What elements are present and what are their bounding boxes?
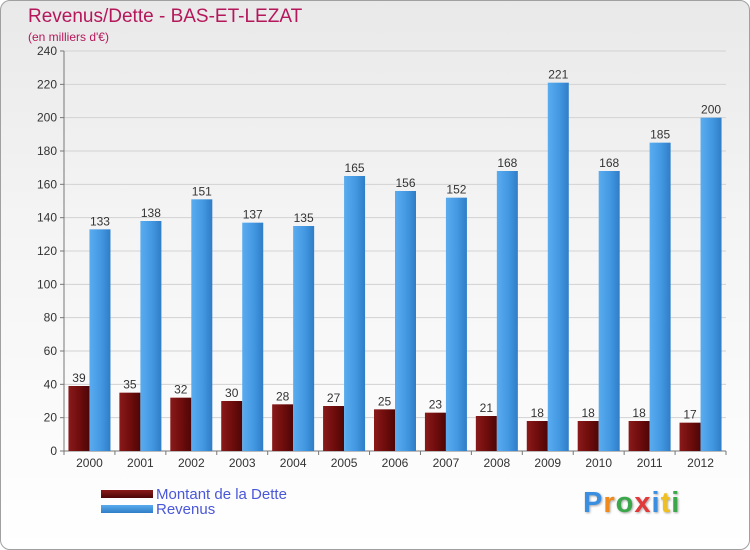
bar-dette — [577, 421, 599, 451]
bar-dette — [119, 392, 141, 451]
logo-letter: i — [651, 487, 661, 519]
x-tick-label: 2007 — [433, 456, 460, 470]
y-tick-label: 140 — [37, 211, 57, 225]
data-label: 138 — [141, 206, 161, 220]
data-label: 30 — [225, 386, 239, 400]
x-tick-label: 2002 — [178, 456, 205, 470]
bar-revenus — [547, 82, 569, 452]
data-label: 18 — [632, 406, 646, 420]
y-tick-label: 220 — [37, 77, 57, 91]
bar-dette — [68, 386, 90, 451]
data-label: 18 — [531, 406, 545, 420]
logo-letter: o — [615, 487, 635, 519]
y-tick-label: 0 — [50, 444, 57, 458]
data-label: 28 — [276, 389, 290, 403]
y-tick-label: 180 — [37, 144, 57, 158]
x-tick-label: 2005 — [331, 456, 358, 470]
logo-letter: P — [583, 487, 604, 519]
logo-letter: x — [634, 487, 652, 519]
data-label: 27 — [327, 391, 341, 405]
data-label: 221 — [548, 68, 568, 82]
bar-dette — [170, 397, 192, 451]
x-tick-label: 2011 — [637, 456, 663, 470]
x-tick-label: 2006 — [382, 456, 409, 470]
legend-label-dette: Montant de la Dette — [156, 486, 287, 503]
data-label: 152 — [446, 183, 466, 197]
y-tick-label: 20 — [44, 411, 58, 425]
data-label: 200 — [701, 103, 721, 117]
legend-swatch-dette — [101, 490, 153, 498]
x-tick-label: 2010 — [585, 456, 612, 470]
bar-dette — [424, 412, 446, 451]
bar-dette — [221, 401, 243, 451]
x-tick-label: 2000 — [76, 456, 103, 470]
data-label: 23 — [429, 398, 443, 412]
y-tick-label: 80 — [44, 311, 58, 325]
legend-swatch-revenus — [101, 505, 153, 513]
bar-revenus — [598, 171, 620, 451]
data-label: 168 — [497, 156, 517, 170]
bar-dette — [374, 409, 395, 451]
proxiti-logo: Proxiti — [583, 487, 680, 520]
logo-letter: t — [660, 487, 672, 519]
bar-revenus — [395, 191, 416, 451]
data-label: 168 — [599, 156, 619, 170]
bar-dette — [679, 422, 701, 451]
bar-revenus — [700, 117, 722, 452]
y-tick-label: 200 — [37, 111, 57, 125]
y-tick-label: 240 — [37, 44, 57, 58]
bar-dette — [526, 421, 548, 451]
bar-dette — [475, 416, 497, 451]
bar-revenus — [293, 226, 315, 451]
y-tick-label: 160 — [37, 177, 57, 191]
data-label: 35 — [123, 378, 137, 392]
x-tick-label: 2008 — [483, 456, 510, 470]
bar-revenus — [140, 221, 162, 451]
data-label: 185 — [650, 128, 670, 142]
x-tick-label: 2012 — [687, 456, 714, 470]
bar-revenus — [344, 176, 366, 451]
x-tick-label: 2001 — [127, 456, 154, 470]
chart-subtitle: (en milliers d'€) — [28, 30, 109, 44]
data-label: 165 — [345, 161, 365, 175]
bar-dette — [323, 406, 345, 451]
data-label: 32 — [174, 383, 188, 397]
data-label: 133 — [90, 214, 110, 228]
logo-letter: r — [603, 487, 616, 519]
data-label: 39 — [72, 371, 86, 385]
data-label: 17 — [683, 408, 697, 422]
bar-dette — [628, 421, 650, 451]
bar-revenus — [191, 199, 213, 451]
bar-revenus — [445, 197, 467, 451]
bar-revenus — [496, 171, 518, 451]
data-label: 137 — [243, 208, 263, 222]
data-label: 25 — [378, 394, 392, 408]
x-tick-label: 2003 — [229, 456, 256, 470]
x-tick-label: 2004 — [280, 456, 307, 470]
chart-title: Revenus/Dette - BAS-ET-LEZAT — [28, 6, 303, 27]
y-tick-label: 100 — [37, 277, 57, 291]
x-tick-label: 2009 — [534, 456, 561, 470]
y-tick-label: 40 — [44, 377, 58, 391]
bar-revenus — [649, 142, 671, 451]
data-label: 21 — [480, 401, 494, 415]
data-label: 135 — [294, 211, 314, 225]
legend-label-revenus: Revenus — [156, 501, 216, 518]
data-label: 151 — [192, 184, 212, 198]
bar-dette — [272, 404, 294, 451]
y-tick-label: 120 — [37, 244, 57, 258]
y-tick-label: 60 — [44, 344, 58, 358]
data-label: 18 — [582, 406, 596, 420]
data-label: 156 — [395, 176, 415, 190]
bar-revenus — [242, 222, 264, 451]
logo-letter: i — [671, 487, 681, 519]
bar-revenus — [89, 229, 111, 451]
